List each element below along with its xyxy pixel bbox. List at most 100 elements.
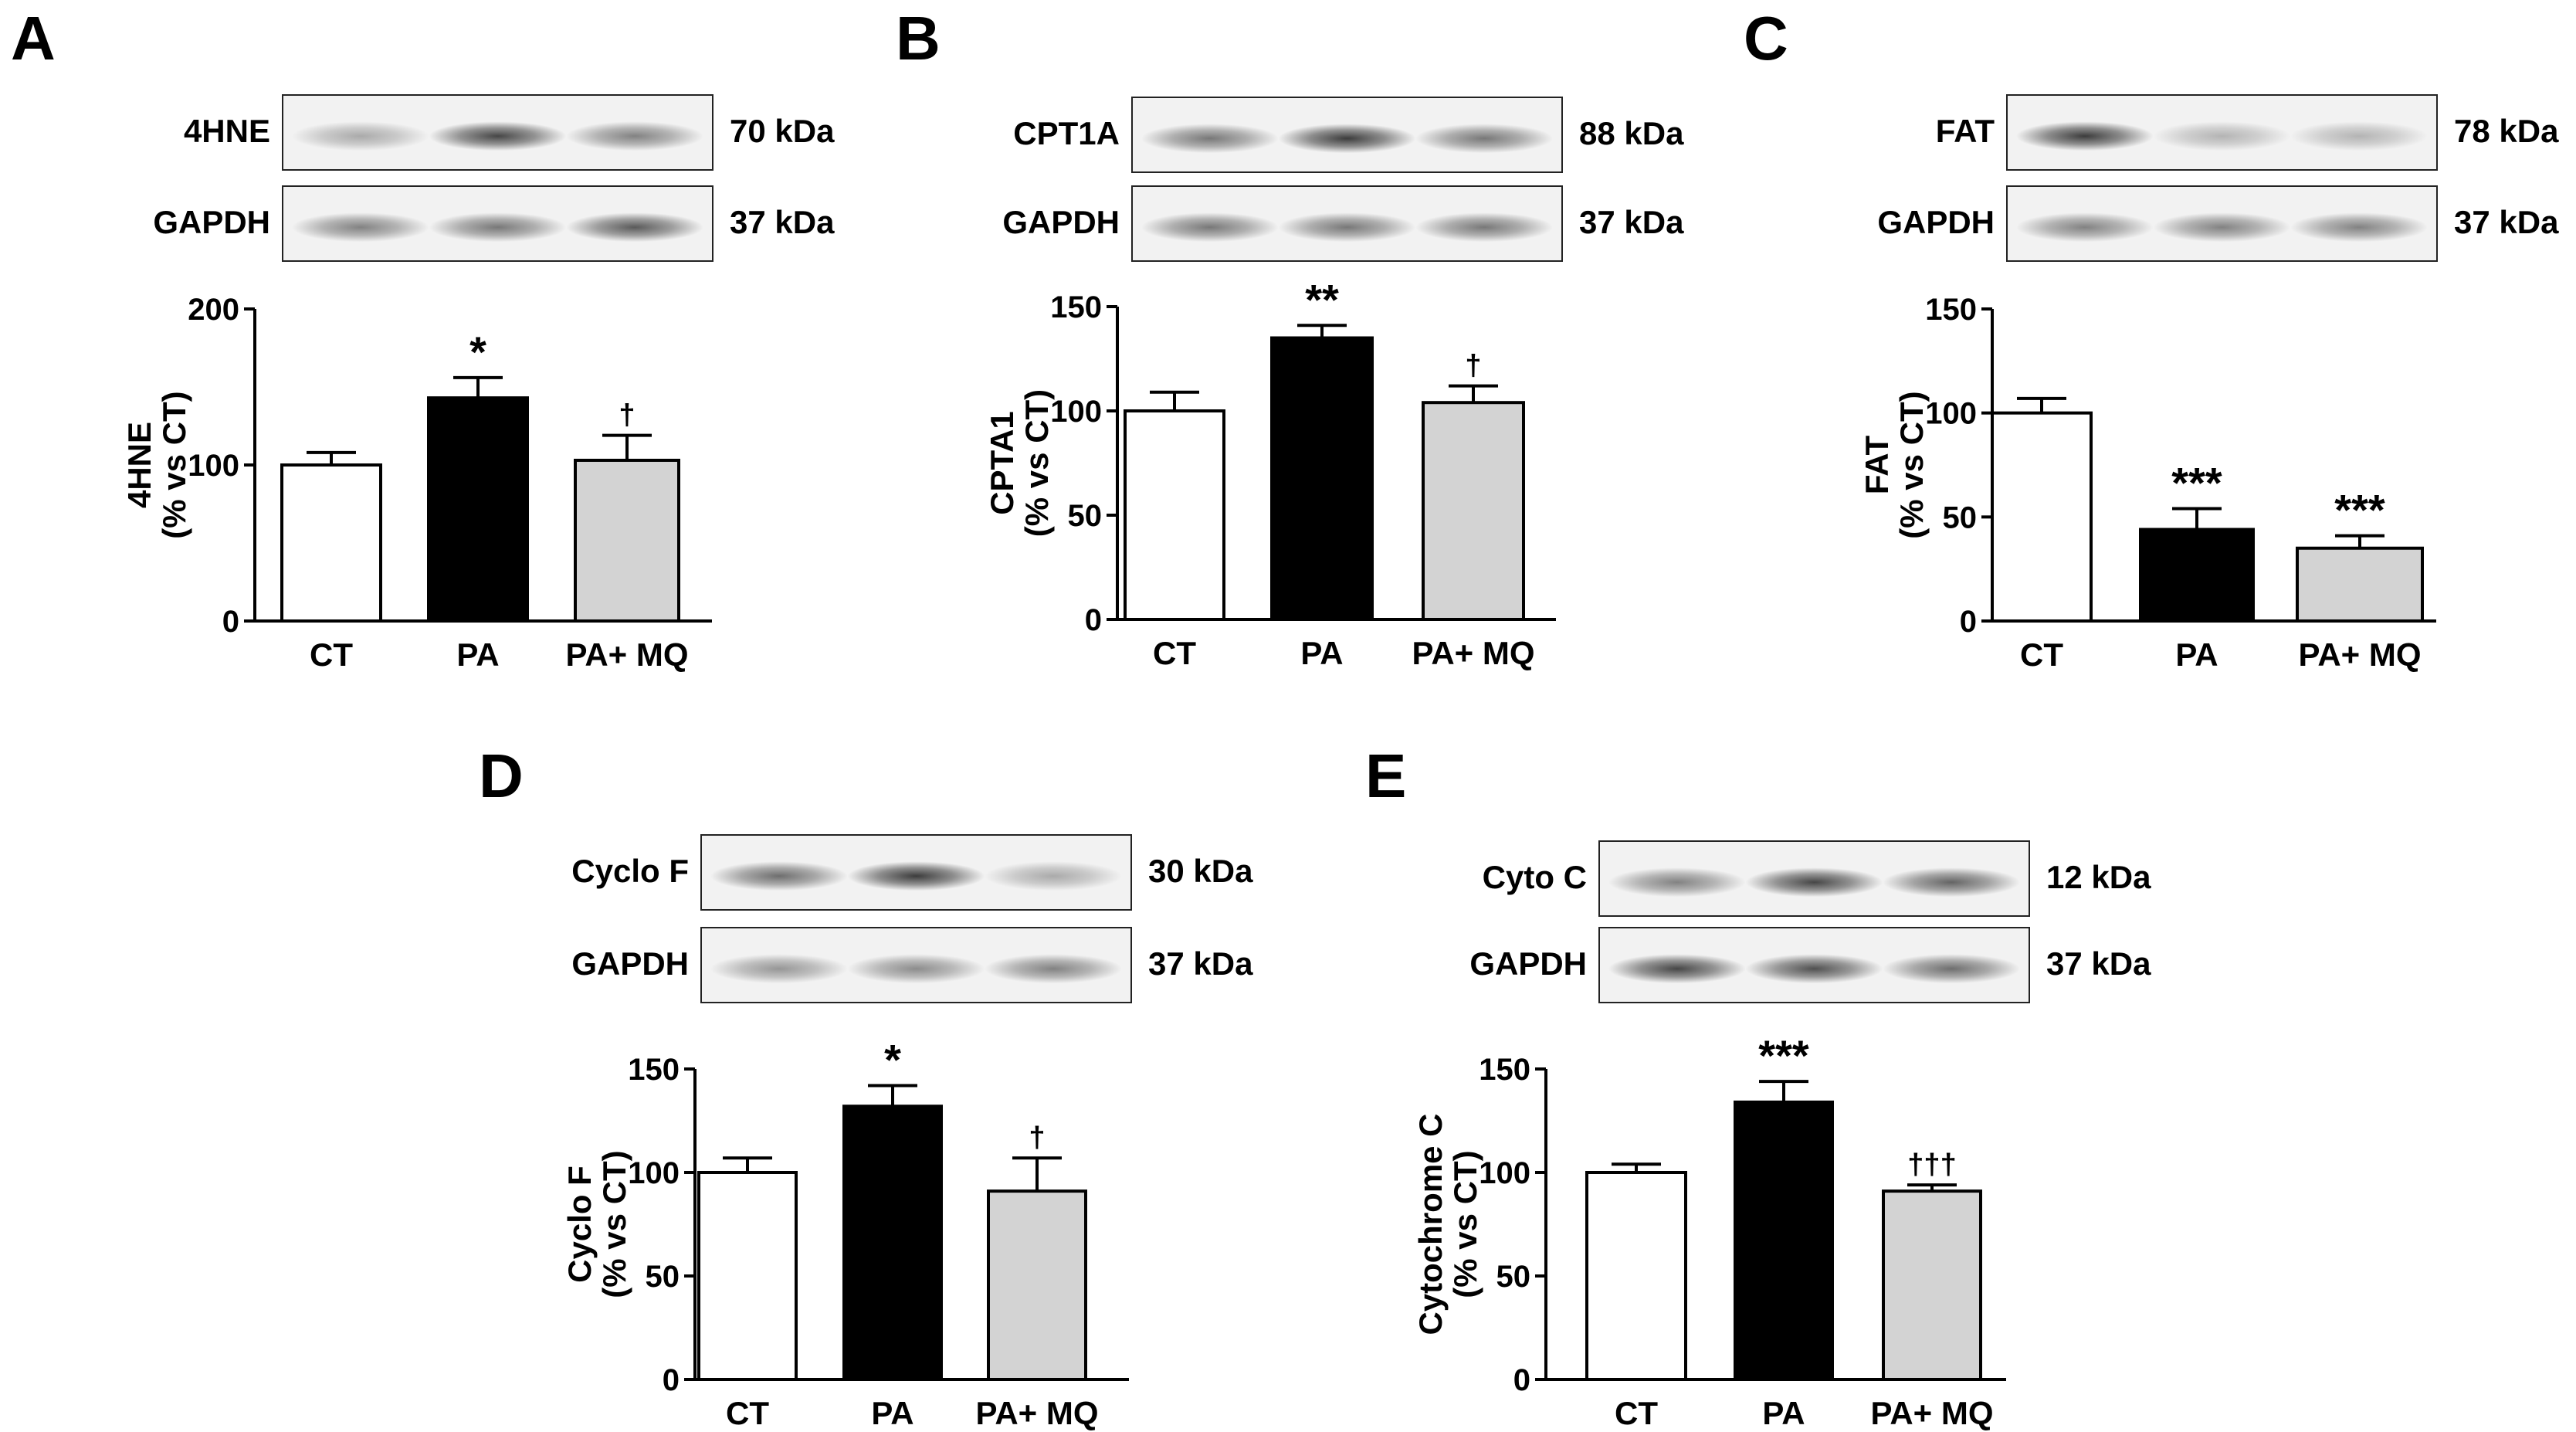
x-tick-label: CT: [1615, 1395, 1658, 1431]
y-tick-label: 50: [646, 1260, 680, 1294]
y-axis-unit-label: (% vs CT): [156, 391, 192, 538]
y-tick-label: 200: [188, 293, 239, 327]
molecular-weight-label: 37 kDa: [1579, 203, 1684, 240]
western-blot-image: [1131, 97, 1563, 173]
bar-ct: [697, 1171, 798, 1381]
y-tick-label: 100: [1479, 1156, 1530, 1190]
y-tick-label: 0: [222, 605, 239, 639]
panel-letter: A: [11, 4, 56, 73]
molecular-weight-label: 37 kDa: [2046, 945, 2151, 982]
western-blot-image: [2006, 185, 2438, 262]
y-axis-label: FAT: [1859, 436, 1895, 495]
y-axis-label: 4HNE: [121, 422, 158, 508]
significance-marker: ***: [1758, 1031, 1809, 1080]
y-tick-label: 100: [1050, 395, 1102, 429]
y-tick-label: 50: [1068, 499, 1103, 533]
western-blot-image: [700, 927, 1132, 1003]
significance-marker: *: [469, 327, 486, 376]
x-tick-label: CT: [310, 636, 353, 673]
molecular-weight-label: 37 kDa: [730, 203, 835, 240]
x-tick-label: PA+ MQ: [1412, 635, 1534, 671]
y-tick-label: 150: [1925, 293, 1977, 327]
blot-label: 4HNE: [183, 112, 270, 149]
molecular-weight-label: 78 kDa: [2454, 112, 2559, 149]
molecular-weight-label: 37 kDa: [2454, 203, 2559, 240]
molecular-weight-label: 12 kDa: [2046, 858, 2151, 895]
western-blot-image: [282, 94, 713, 171]
y-tick-label: 50: [1943, 501, 1978, 534]
y-tick-label: 0: [1513, 1363, 1530, 1397]
y-tick-label: 50: [1496, 1260, 1531, 1294]
x-tick-label: CT: [2020, 636, 2063, 673]
western-blot-image: [1131, 185, 1563, 262]
blot-label: CPT1A: [1013, 114, 1120, 151]
y-axis-label: Cytochrome C: [1412, 1113, 1449, 1335]
x-tick-label: PA: [2175, 636, 2218, 673]
y-tick-label: 0: [663, 1363, 680, 1397]
molecular-weight-label: 30 kDa: [1148, 852, 1253, 889]
molecular-weight-label: 70 kDa: [730, 112, 835, 149]
bar-pa: [427, 396, 529, 623]
blot-label: GAPDH: [1877, 203, 1995, 240]
bar-pa: [842, 1105, 943, 1381]
bar-ct: [1124, 409, 1225, 621]
bar-ct: [1991, 411, 2093, 623]
x-tick-label: CT: [726, 1395, 769, 1431]
x-tick-label: PA: [1300, 635, 1343, 671]
significance-marker: **: [1305, 275, 1339, 324]
blot-label: GAPDH: [1469, 945, 1587, 982]
bar-pa: [2139, 528, 2255, 623]
x-tick-label: PA: [871, 1395, 913, 1431]
y-tick-label: 0: [1960, 605, 1977, 639]
y-tick-label: 150: [1050, 290, 1102, 324]
x-tick-label: PA+ MQ: [975, 1395, 1098, 1431]
x-tick-label: PA: [1762, 1395, 1805, 1431]
panel-letter: E: [1365, 741, 1407, 810]
bar-pa: [1734, 1100, 1834, 1381]
significance-marker: ***: [2171, 459, 2222, 507]
y-tick-label: 150: [1479, 1053, 1530, 1087]
y-axis-label: CPTA1: [984, 411, 1020, 515]
molecular-weight-label: 37 kDa: [1148, 945, 1253, 982]
significance-marker: *: [884, 1035, 901, 1084]
panel-letter: D: [479, 741, 524, 810]
bar-pamq: [1422, 401, 1525, 621]
y-tick-label: 0: [1085, 603, 1102, 637]
panel-letter: C: [1744, 4, 1788, 73]
x-tick-label: CT: [1153, 635, 1196, 671]
blot-label: GAPDH: [1002, 203, 1120, 240]
bar-pamq: [2296, 546, 2424, 623]
bar-ct: [1585, 1171, 1687, 1381]
western-blot-image: [1598, 927, 2030, 1003]
y-axis-unit-label: (% vs CT): [1019, 389, 1055, 537]
significance-marker: †: [1465, 350, 1481, 382]
y-tick-label: 150: [628, 1053, 680, 1087]
significance-marker: †††: [1907, 1149, 1956, 1181]
western-blot-image: [700, 834, 1132, 911]
x-tick-label: PA+ MQ: [1870, 1395, 1993, 1431]
western-blot-image: [282, 185, 713, 262]
blot-label: FAT: [1935, 112, 1995, 149]
western-blot-image: [1598, 840, 2030, 917]
significance-marker: ***: [2334, 486, 2385, 534]
y-axis-unit-label: (% vs CT): [1447, 1150, 1483, 1298]
y-axis-label: Cyclo F: [561, 1166, 598, 1283]
x-tick-label: PA+ MQ: [565, 636, 688, 673]
y-tick-label: 100: [188, 449, 239, 483]
y-tick-label: 100: [628, 1156, 680, 1190]
blot-label: Cyclo F: [571, 852, 689, 889]
bar-pa: [1270, 336, 1374, 621]
western-blot-image: [2006, 94, 2438, 171]
blot-label: GAPDH: [571, 945, 689, 982]
molecular-weight-label: 88 kDa: [1579, 114, 1684, 151]
bar-ct: [280, 463, 382, 623]
bar-pamq: [574, 458, 680, 623]
bar-pamq: [987, 1189, 1087, 1381]
x-tick-label: PA+ MQ: [2298, 636, 2421, 673]
